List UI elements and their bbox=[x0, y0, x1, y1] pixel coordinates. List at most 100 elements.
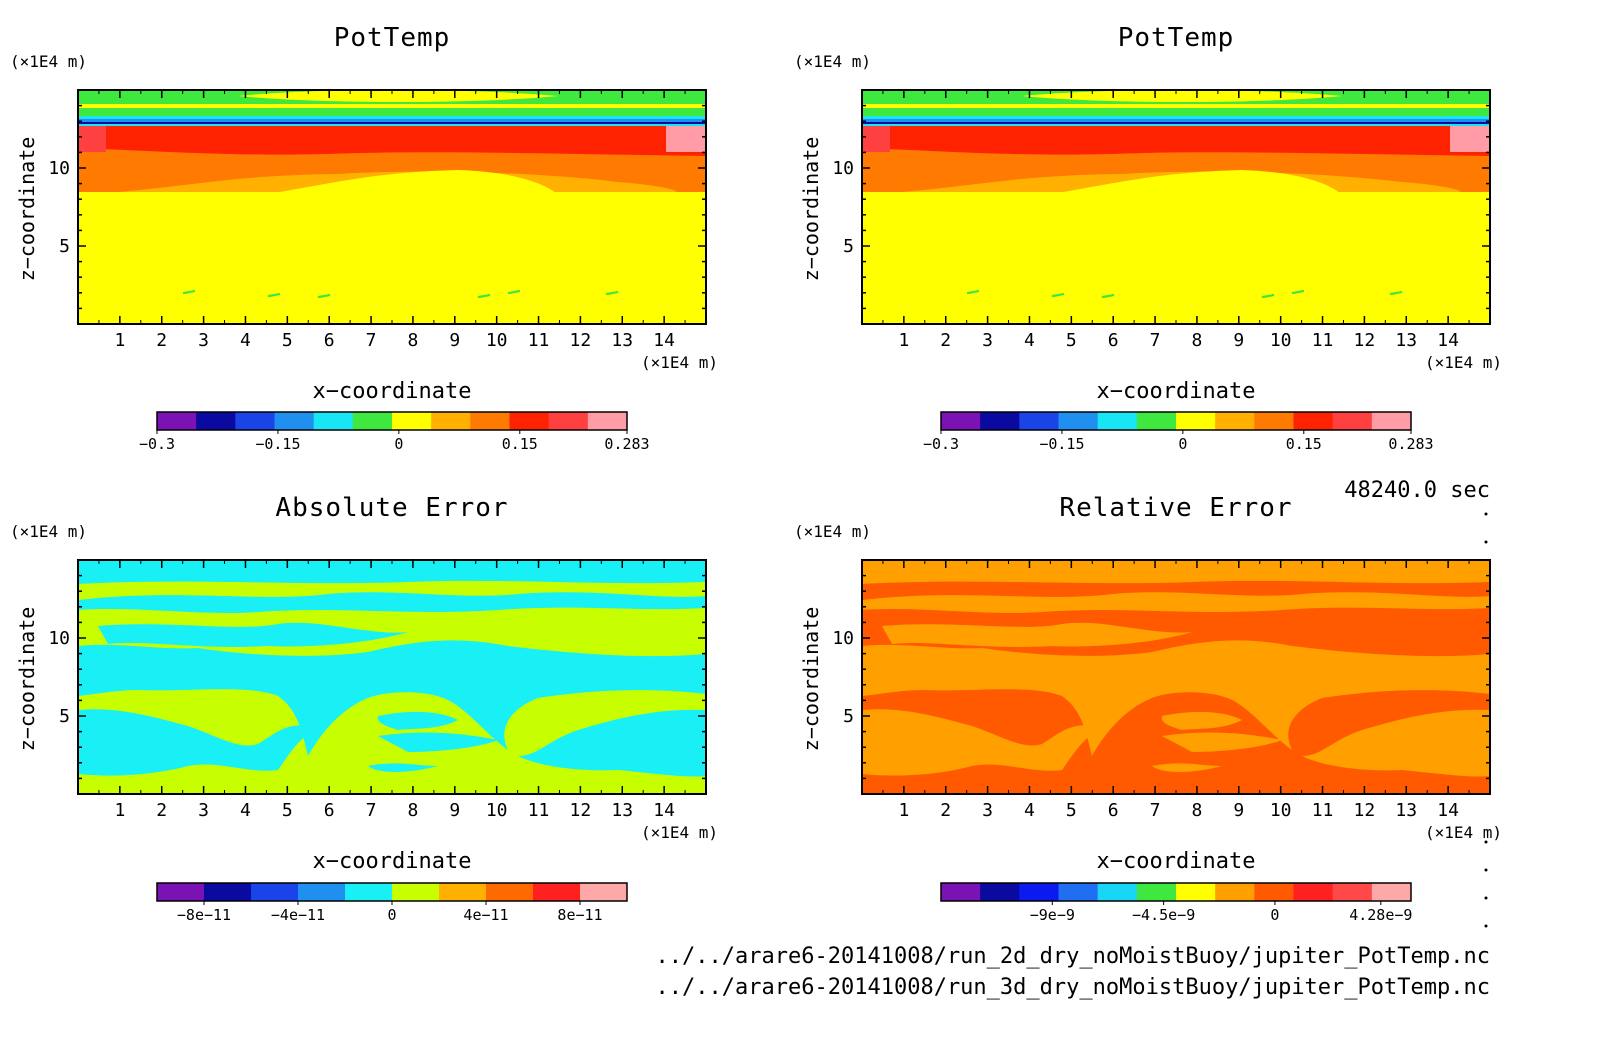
colorbar-swatch bbox=[587, 412, 628, 430]
field-region bbox=[1022, 90, 1342, 102]
x-tick-label: 1 bbox=[898, 330, 909, 351]
colorbar-swatch bbox=[486, 883, 534, 901]
y-unit-label: (×1E4 m) bbox=[794, 52, 871, 71]
field-region bbox=[518, 709, 706, 777]
colorbar-swatch bbox=[470, 412, 510, 430]
field-speck bbox=[966, 290, 980, 294]
colorbar-tick-label: −9e−9 bbox=[1030, 906, 1075, 924]
colorbar-swatch bbox=[1293, 883, 1334, 901]
field-speck bbox=[317, 294, 331, 298]
x-tick-label: 4 bbox=[1024, 330, 1035, 351]
field-speck bbox=[1291, 290, 1305, 294]
colorbar-swatch bbox=[157, 883, 205, 901]
x-unit-label: (×1E4 m) bbox=[1425, 353, 1502, 372]
x-tick-label: 9 bbox=[1233, 800, 1244, 821]
field-region bbox=[882, 622, 1192, 647]
x-tick-label: 8 bbox=[1192, 330, 1203, 351]
time-label: 48240.0 sec bbox=[1344, 478, 1490, 503]
colorbar-tick-label: −0.15 bbox=[255, 435, 300, 453]
field-region bbox=[78, 110, 706, 116]
colorbar-swatch bbox=[157, 412, 197, 430]
x-tick-label: 5 bbox=[1066, 800, 1077, 821]
marker-dot bbox=[1484, 924, 1488, 928]
x-tick-label: 6 bbox=[1108, 800, 1119, 821]
x-axis-label: x−coordinate bbox=[313, 379, 472, 404]
y-axis-label: z−coordinate bbox=[799, 607, 823, 752]
field-region bbox=[78, 119, 706, 122]
colorbar-swatch bbox=[1371, 883, 1412, 901]
chart-panel-2: PotTemp(×1E4 m)1 2 3 4 5 6 7 8 9 10 11 12 13 14510(×1… bbox=[794, 23, 1502, 453]
colorbar-tick-label: 8e−11 bbox=[557, 906, 602, 924]
marker-dot bbox=[1484, 512, 1488, 516]
colorbar-swatch bbox=[1371, 412, 1412, 430]
x-tick-label: 13 bbox=[1395, 800, 1417, 821]
field-region bbox=[862, 110, 1490, 116]
x-tick-label: 3 bbox=[198, 800, 209, 821]
field-region bbox=[378, 732, 498, 752]
y-tick-label: 5 bbox=[59, 706, 70, 727]
colorbar-swatch bbox=[1136, 412, 1177, 430]
x-tick-label: 7 bbox=[366, 800, 377, 821]
x-unit-label: (×1E4 m) bbox=[641, 823, 718, 842]
x-tick-label: 12 bbox=[1354, 800, 1376, 821]
colorbar-tick-label: 0 bbox=[394, 435, 403, 453]
colorbar-swatch bbox=[1176, 883, 1216, 901]
x-tick-label: 9 bbox=[449, 800, 460, 821]
field-region bbox=[862, 640, 1490, 756]
x-tick-label: 10 bbox=[486, 330, 508, 351]
colorbar-swatch bbox=[313, 412, 354, 430]
colorbar-swatch bbox=[580, 883, 628, 901]
x-tick-label: 10 bbox=[1270, 800, 1292, 821]
x-tick-label: 14 bbox=[653, 800, 675, 821]
colorbar-swatch bbox=[1058, 412, 1099, 430]
field-region bbox=[862, 148, 1490, 166]
colorbar-tick-label: 0 bbox=[387, 906, 396, 924]
colorbar-swatch bbox=[1332, 883, 1373, 901]
field-speck bbox=[605, 291, 619, 295]
x-tick-label: 10 bbox=[1270, 330, 1292, 351]
colorbar-swatch bbox=[1254, 883, 1294, 901]
colorbar-tick-label: −8e−11 bbox=[177, 906, 231, 924]
field-region bbox=[862, 592, 1490, 613]
x-tick-label: 2 bbox=[156, 800, 167, 821]
colorbar-swatch bbox=[1215, 883, 1255, 901]
field-region bbox=[78, 709, 318, 776]
colorbar-swatch bbox=[1293, 412, 1334, 430]
x-tick-label: 7 bbox=[366, 330, 377, 351]
x-tick-label: 3 bbox=[198, 330, 209, 351]
colorbar-swatch bbox=[980, 883, 1020, 901]
y-tick-label: 10 bbox=[832, 158, 854, 179]
colorbar-swatch bbox=[980, 412, 1020, 430]
colorbar-swatch bbox=[439, 883, 487, 901]
chart-panel-1: PotTemp(×1E4 m)1 2 3 4 5 6 7 8 9 10 11 12 13 14510(×1… bbox=[10, 23, 718, 453]
field-region bbox=[377, 711, 458, 730]
field-speck bbox=[182, 290, 196, 294]
file-path-2: ../../arare6-20141008/run_3d_dry_noMoist… bbox=[655, 975, 1490, 1000]
x-tick-label: 4 bbox=[240, 330, 251, 351]
x-tick-label: 14 bbox=[653, 330, 675, 351]
colorbar-tick-label: 0.283 bbox=[1388, 435, 1433, 453]
colorbar-tick-label: −0.3 bbox=[923, 435, 959, 453]
field-speck bbox=[1051, 293, 1065, 297]
x-axis-label: x−coordinate bbox=[1097, 849, 1256, 874]
colorbar-swatch bbox=[941, 883, 981, 901]
field-speck bbox=[1389, 291, 1403, 295]
field-region bbox=[1302, 709, 1490, 777]
y-axis-label: z−coordinate bbox=[15, 607, 39, 752]
y-tick-label: 5 bbox=[843, 236, 854, 257]
field-region bbox=[1152, 763, 1222, 772]
field-region bbox=[1052, 170, 1342, 195]
colorbar-tick-label: −0.3 bbox=[139, 435, 175, 453]
heatmap-field bbox=[78, 90, 706, 324]
colorbar-swatch bbox=[298, 883, 346, 901]
x-tick-label: 1 bbox=[114, 800, 125, 821]
colorbar-tick-label: 4.28e−9 bbox=[1349, 906, 1412, 924]
colorbar-swatch bbox=[345, 883, 393, 901]
y-tick-label: 10 bbox=[832, 628, 854, 649]
colorbar-swatch bbox=[251, 883, 299, 901]
x-tick-label: 12 bbox=[570, 330, 592, 351]
colorbar-swatch bbox=[274, 412, 315, 430]
x-tick-label: 4 bbox=[240, 800, 251, 821]
field-region bbox=[78, 104, 706, 108]
x-tick-label: 13 bbox=[611, 800, 633, 821]
